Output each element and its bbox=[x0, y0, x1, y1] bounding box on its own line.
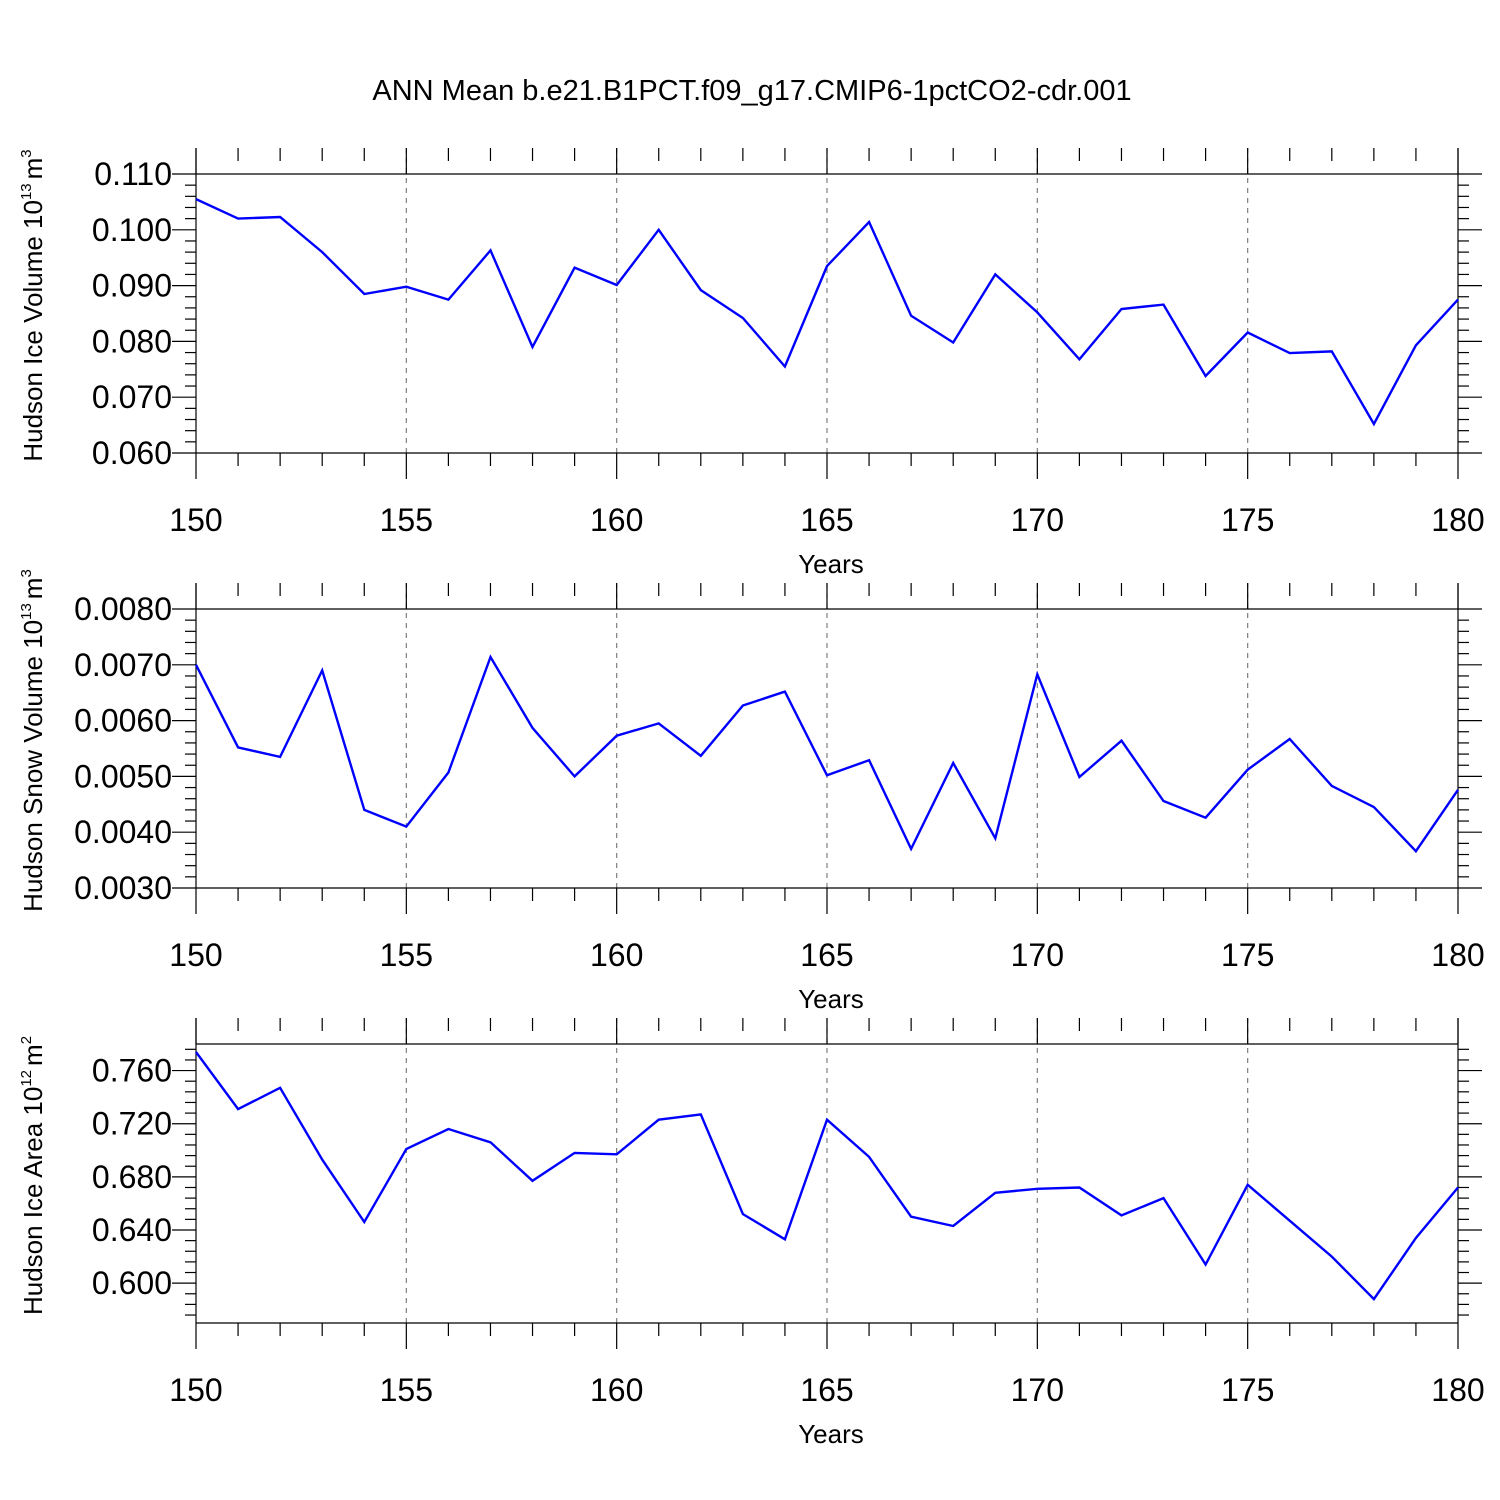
y-axis-label-exponent: 13 bbox=[18, 183, 35, 200]
x-tick-label: 150 bbox=[169, 502, 222, 538]
series-line bbox=[194, 654, 1459, 854]
y-axis-label-unit: m bbox=[18, 578, 48, 600]
y-tick-label: 0.760 bbox=[92, 1053, 172, 1089]
x-tick-label: 170 bbox=[1011, 502, 1064, 538]
x-tick-label: 180 bbox=[1431, 1372, 1484, 1408]
x-tick-label: 155 bbox=[380, 937, 433, 973]
x-tick-label: 180 bbox=[1431, 502, 1484, 538]
y-axis-label-text: Hudson Snow Volume 10 bbox=[18, 620, 48, 912]
chart-title: ANN Mean b.e21.B1PCT.f09_g17.CMIP6-1pctC… bbox=[372, 75, 1131, 107]
y-axis-label-unit: m bbox=[18, 158, 48, 180]
series-line bbox=[195, 198, 1459, 427]
y-tick-label: 0.080 bbox=[92, 323, 172, 359]
y-tick-label: 0.0030 bbox=[74, 870, 172, 906]
y-tick-label: 0.720 bbox=[92, 1106, 172, 1142]
y-axis-label-unit-exponent: 2 bbox=[18, 1036, 35, 1044]
x-tick-label: 150 bbox=[169, 1372, 222, 1408]
y-tick-label: 0.100 bbox=[92, 212, 172, 248]
x-tick-label: 175 bbox=[1221, 937, 1274, 973]
x-tick-label: 155 bbox=[380, 502, 433, 538]
y-tick-label: 0.680 bbox=[92, 1159, 172, 1195]
y-tick-label: 0.060 bbox=[92, 435, 172, 471]
y-tick-label: 0.0040 bbox=[74, 814, 172, 850]
y-tick-label: 0.640 bbox=[92, 1212, 172, 1248]
x-axis-label: Years bbox=[798, 984, 864, 1014]
y-axis-label: Hudson Snow Volume 1013 m3 bbox=[18, 569, 48, 912]
x-axis-label: Years bbox=[798, 1419, 864, 1449]
x-tick-label: 165 bbox=[800, 937, 853, 973]
y-axis-label-unit-exponent: 3 bbox=[18, 149, 35, 157]
x-tick-label: 160 bbox=[590, 502, 643, 538]
series-line bbox=[195, 1051, 1459, 1301]
x-tick-label: 165 bbox=[800, 1372, 853, 1408]
y-tick-label: 0.600 bbox=[92, 1265, 172, 1301]
y-axis-label-text: Hudson Ice Volume 10 bbox=[18, 200, 48, 462]
y-axis-label-exponent: 13 bbox=[18, 603, 35, 620]
y-tick-label: 0.110 bbox=[94, 156, 172, 192]
x-tick-label: 150 bbox=[169, 937, 222, 973]
y-tick-label: 0.090 bbox=[92, 268, 172, 304]
y-axis-label: Hudson Ice Area 1012 m2 bbox=[18, 1036, 48, 1315]
x-tick-label: 160 bbox=[590, 937, 643, 973]
y-tick-label: 0.0070 bbox=[74, 647, 172, 683]
x-tick-label: 160 bbox=[590, 1372, 643, 1408]
y-tick-label: 0.0080 bbox=[74, 591, 172, 627]
x-tick-label: 175 bbox=[1221, 502, 1274, 538]
x-tick-label: 170 bbox=[1011, 1372, 1064, 1408]
y-tick-label: 0.0060 bbox=[74, 703, 172, 739]
y-axis-label: Hudson Ice Volume 1013 m3 bbox=[18, 149, 48, 461]
x-tick-label: 155 bbox=[380, 1372, 433, 1408]
x-axis-label: Years bbox=[798, 549, 864, 579]
panel-snow-volume: 150 155 160 165 170 175 180 0.0030 0.0040 0.0050 0… bbox=[18, 569, 1485, 1014]
x-tick-label: 165 bbox=[800, 502, 853, 538]
x-tick-label: 170 bbox=[1011, 937, 1064, 973]
x-tick-label: 175 bbox=[1221, 1372, 1274, 1408]
y-tick-label: 0.070 bbox=[92, 379, 172, 415]
y-tick-label: 0.0050 bbox=[74, 758, 172, 794]
y-axis-label-unit-exponent: 3 bbox=[18, 569, 35, 577]
panel-ice-volume: 150 155 160 165 170 175 180 0.060 0.070 0.080 0.09… bbox=[18, 148, 1485, 579]
x-tick-label: 180 bbox=[1431, 937, 1484, 973]
y-axis-label-text: Hudson Ice Area 10 bbox=[18, 1087, 48, 1315]
y-axis-label-exponent: 12 bbox=[18, 1070, 35, 1087]
panel-ice-area: 150 155 160 165 170 175 180 0.600 0.640 0.680 0.72… bbox=[18, 1018, 1485, 1449]
y-axis-label-unit: m bbox=[18, 1044, 48, 1066]
